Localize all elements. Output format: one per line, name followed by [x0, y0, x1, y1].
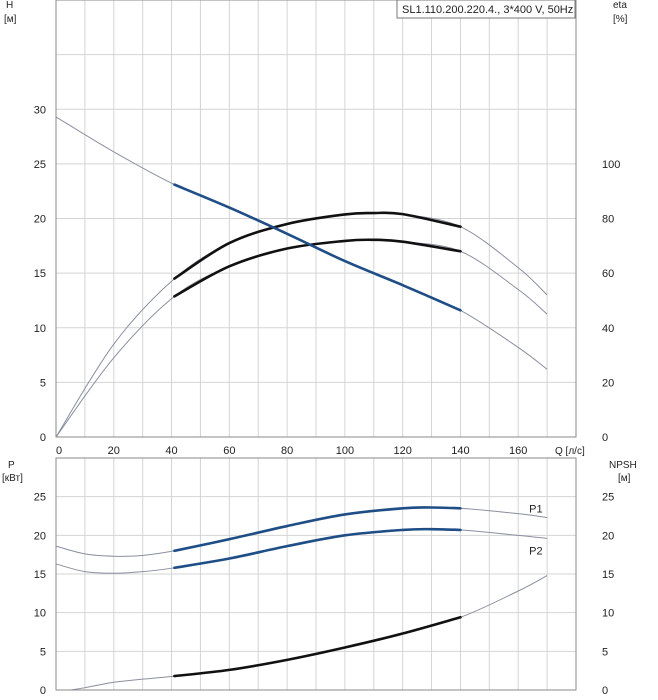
- x-tick-label: 140: [451, 445, 469, 457]
- bottom-operating-curve-2: [173, 616, 462, 678]
- x-tick-label: 100: [336, 445, 354, 457]
- x-tick-label: 0: [56, 445, 62, 457]
- legend-frame: [396, 0, 576, 19]
- y-left-tick-label: 25: [34, 159, 46, 171]
- bottom-left-axis-label: P: [8, 460, 15, 471]
- bottom-right-axis-label: NPSH: [609, 460, 637, 471]
- bottom-plot-frame: [55, 457, 577, 691]
- y-left-tick-label: 20: [34, 214, 46, 226]
- top-right-axis-unit: [%]: [613, 14, 628, 25]
- y-left-tick-label: 15: [34, 569, 46, 581]
- series-label-p2: P2: [529, 545, 542, 557]
- y-right-tick-label: 80: [602, 214, 614, 226]
- bottom-operating-curve-0: [173, 506, 462, 553]
- top-left-axis-unit: [м]: [4, 14, 17, 25]
- legend-box: SL1.110.200.220.4., 3*400 V, 50Hz: [396, 0, 576, 19]
- y-left-tick-label: 25: [34, 492, 46, 504]
- bottom-right-axis-unit: [м]: [618, 473, 631, 484]
- y-left-tick-label: 5: [40, 377, 46, 389]
- y-right-tick-label: 0: [602, 432, 608, 444]
- y-left-tick-label: 15: [34, 268, 46, 280]
- top-plot-frame: [55, 0, 577, 438]
- bottom-operating-curve-1: [173, 527, 462, 570]
- y-right-tick-label: 10: [602, 608, 614, 620]
- bottom-left-axis-unit: [кВт]: [2, 473, 23, 484]
- top-operating-curve-1: [173, 211, 462, 280]
- top-operating-curve-0: [173, 183, 462, 312]
- y-left-tick-label: 20: [34, 530, 46, 542]
- top-tick-labels: 0 20 40 60 80 100 120 140 160 0 5 10 15 20 25 30 0 20 40 60…: [34, 104, 621, 457]
- y-right-tick-label: 5: [602, 646, 608, 658]
- x-tick-label: 60: [223, 445, 235, 457]
- x-tick-label: 80: [281, 445, 293, 457]
- y-right-tick-label: 0: [602, 685, 608, 697]
- top-left-axis-label: H: [6, 0, 13, 11]
- y-left-tick-label: 0: [40, 685, 46, 697]
- top-series: [55, 116, 548, 438]
- y-right-tick-label: 60: [602, 268, 614, 280]
- x-tick-label: 40: [165, 445, 177, 457]
- x-tick-label: 20: [108, 445, 120, 457]
- series-label-p1: P1: [529, 504, 542, 516]
- top-right-axis-label: eta: [613, 0, 627, 11]
- y-left-tick-label: 10: [34, 608, 46, 620]
- y-left-tick-label: 0: [40, 432, 46, 444]
- chart-title: SL1.110.200.220.4., 3*400 V, 50Hz: [402, 4, 573, 16]
- y-left-tick-label: 10: [34, 323, 46, 335]
- y-right-tick-label: 40: [602, 323, 614, 335]
- x-axis-label: Q [л/с]: [555, 446, 585, 457]
- y-right-tick-label: 25: [602, 492, 614, 504]
- y-left-tick-label: 5: [40, 646, 46, 658]
- y-left-tick-label: 30: [34, 104, 46, 116]
- bottom-curve-0: [55, 506, 548, 557]
- y-right-tick-label: 15: [602, 569, 614, 581]
- top-curve-0: [55, 116, 548, 370]
- y-right-tick-label: 20: [602, 377, 614, 389]
- bottom-tick-labels: 0 5 10 15 20 25 0 5 10 15 20 25: [34, 492, 615, 697]
- bottom-grid: [56, 458, 576, 690]
- top-curve-2: [55, 239, 548, 438]
- head-efficiency-chart: 0 20 40 60 80 100 120 140 160 0 5 10 15 20 25 30 0 20 40 60…: [4, 0, 628, 457]
- y-right-tick-label: 100: [602, 159, 620, 171]
- x-tick-label: 160: [509, 445, 527, 457]
- x-tick-label: 120: [393, 445, 411, 457]
- bottom-series: [55, 506, 548, 691]
- y-right-tick-label: 20: [602, 530, 614, 542]
- power-npsh-chart: 0 5 10 15 20 25 0 5 10 15 20 25 P [кВт] NPSH [м] P1…: [2, 457, 637, 697]
- top-operating-curve-2: [173, 238, 462, 298]
- bottom-curve-2: [70, 575, 548, 691]
